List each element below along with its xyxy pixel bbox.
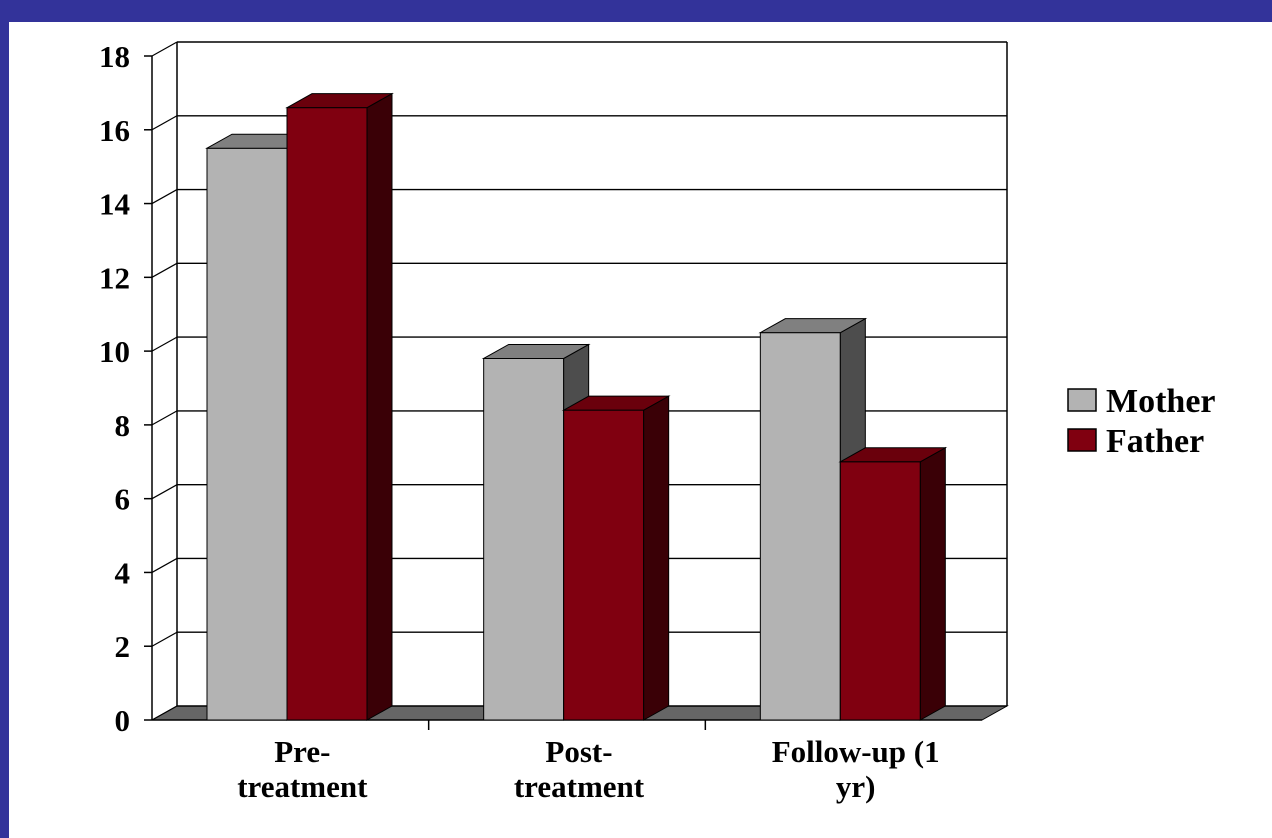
gridline-side bbox=[151, 484, 178, 500]
bar-front bbox=[563, 409, 645, 721]
gridline-side bbox=[151, 336, 178, 352]
legend-label-father: Father bbox=[1106, 423, 1204, 460]
x-category-label: Follow-up (1 bbox=[772, 734, 940, 769]
y-tick-label: 6 bbox=[115, 482, 131, 517]
y-tick-label: 10 bbox=[99, 334, 130, 369]
x-category-label: treatment bbox=[237, 769, 368, 804]
bar-front bbox=[839, 461, 921, 721]
bar-top bbox=[481, 343, 591, 359]
y-tick-label: 0 bbox=[115, 703, 131, 738]
y-tick-label: 2 bbox=[115, 629, 131, 664]
bar-front bbox=[759, 332, 841, 721]
gridline-side bbox=[151, 189, 178, 205]
gridline-side bbox=[151, 557, 178, 573]
bar-father-1 bbox=[561, 395, 671, 721]
bar-top bbox=[838, 447, 948, 463]
y-tick-label: 4 bbox=[115, 555, 131, 590]
gridline-side bbox=[151, 115, 178, 131]
y-tick-label: 12 bbox=[99, 260, 130, 295]
gridline-side bbox=[151, 705, 178, 721]
bar-side bbox=[643, 395, 670, 721]
bar-front bbox=[286, 107, 368, 721]
bar-top bbox=[561, 395, 671, 411]
bar-front bbox=[483, 357, 565, 721]
y-tick-label: 18 bbox=[99, 39, 130, 74]
legend-swatch-father bbox=[1067, 428, 1097, 452]
bar-top bbox=[285, 93, 394, 109]
y-tick-label: 14 bbox=[99, 187, 130, 222]
x-category-label: yr) bbox=[836, 769, 876, 804]
bar-father-2 bbox=[838, 446, 948, 721]
slide-frame-left bbox=[0, 0, 9, 838]
x-category-label: Post- bbox=[545, 734, 612, 769]
bar-side bbox=[919, 446, 946, 721]
x-category-label: Pre- bbox=[274, 734, 330, 769]
y-tick-label: 8 bbox=[115, 408, 131, 443]
gridline-side bbox=[151, 631, 178, 647]
gridline-side bbox=[151, 410, 178, 426]
bar-side bbox=[366, 92, 393, 721]
bar-front bbox=[206, 147, 288, 721]
legend-label-mother: Mother bbox=[1106, 383, 1216, 420]
gridline-side bbox=[151, 41, 178, 57]
gridline-side bbox=[151, 262, 178, 278]
legend-swatch-mother bbox=[1067, 388, 1097, 412]
x-category-label: treatment bbox=[514, 769, 645, 804]
bar-father-0 bbox=[285, 92, 394, 721]
slide-frame-top bbox=[0, 0, 1272, 22]
bar-top bbox=[758, 318, 868, 334]
y-tick-label: 16 bbox=[99, 113, 130, 148]
